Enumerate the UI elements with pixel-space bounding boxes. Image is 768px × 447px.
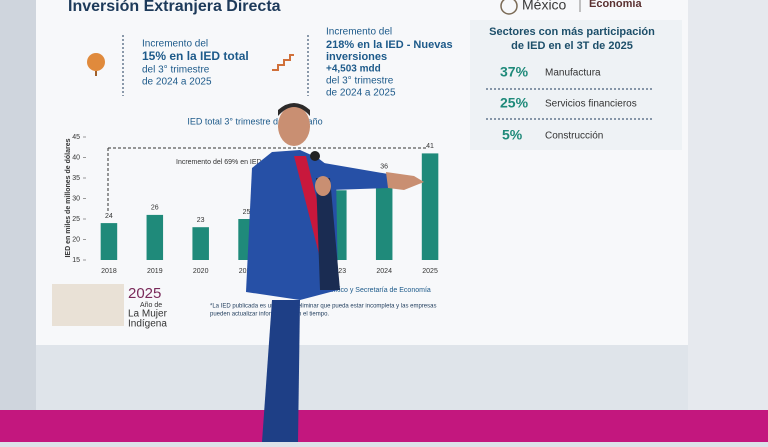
x-tick-label: 2020 (193, 268, 209, 275)
speaker-left-hand (315, 176, 331, 196)
title: Inversión Extranjera Directa (68, 0, 281, 15)
stat-text: Incremento del (142, 39, 208, 50)
stat-text: Incremento del (326, 27, 392, 38)
speaker-hand (386, 172, 424, 190)
stat-highlight: 15% en la IED total (142, 49, 249, 63)
y-tick-label: 35 (72, 175, 80, 182)
y-tick-label: 40 (72, 154, 80, 161)
bar (192, 227, 209, 260)
data-label: 36 (380, 164, 388, 171)
stat-text: del 3° trimestre (142, 65, 210, 76)
sector-share: 37% (500, 64, 529, 80)
bar (146, 214, 164, 260)
stat-highlight: +4,503 mdd (326, 64, 381, 75)
sector-title: de IED en el 3T de 2025 (511, 40, 633, 52)
badge-text: La Mujer (128, 309, 168, 320)
y-tick-label: 15 (72, 257, 80, 264)
microphone (310, 151, 320, 161)
wall-left (0, 0, 36, 410)
speaker-hair (278, 103, 310, 116)
x-tick-label: 2024 (376, 268, 392, 275)
speaker-jacket (246, 150, 338, 300)
logo-seal (500, 0, 518, 15)
logo-text: Economía (589, 0, 642, 10)
bar (100, 223, 118, 260)
stat-text: de 2024 a 2025 (326, 88, 396, 99)
data-label: 23 (197, 217, 205, 224)
annotation: Incremento del 69% en IED de 2018 a 2025 (176, 159, 312, 166)
source: Banxico y Secretaría de Economía (323, 287, 431, 294)
footnote: pueden actualizar información con el tie… (210, 312, 329, 318)
sector-share: 5% (502, 127, 523, 143)
speaker-legs (262, 300, 300, 442)
globe-icon (87, 53, 105, 71)
bar (375, 173, 393, 260)
y-tick-label: 45 (72, 134, 80, 141)
stairs-icon (272, 54, 294, 71)
speaker (246, 103, 424, 442)
speaker-jacket-shadow (316, 178, 340, 290)
wall-right (688, 0, 768, 410)
chart: IED total 3° trimestre de cada año IED e… (65, 116, 439, 275)
x-tick-label: 2025 (422, 268, 438, 275)
badge-year: 2025 (128, 285, 161, 302)
logo-text: México (522, 0, 567, 13)
x-tick-label: 2021 (239, 268, 255, 275)
footnote: *La IED publicada es una cifra prelimina… (210, 304, 436, 310)
y-tick-label: 20 (72, 236, 80, 243)
data-label: 26 (151, 205, 159, 212)
sector-share: 25% (500, 95, 529, 111)
x-tick-label: 2019 (147, 268, 163, 275)
speaker-head (278, 106, 310, 146)
sector-panel (470, 20, 682, 150)
sector-name: Servicios financieros (545, 99, 637, 110)
bar (421, 153, 439, 260)
sector-name: Manufactura (545, 68, 601, 79)
data-label: 25 (243, 209, 251, 216)
chart-title: IED total 3° trimestre de cada año (187, 116, 322, 126)
badge-text: Año de (140, 302, 162, 309)
data-label: 24 (105, 213, 113, 220)
sector-name: Construcción (545, 131, 603, 142)
stat-text: del 3° trimestre (326, 76, 394, 87)
sector-title: Sectores con más participación (489, 26, 655, 38)
data-label: 41 (426, 143, 434, 150)
badge-text: Indígena (128, 319, 167, 330)
speaker-arm (318, 162, 390, 190)
y-tick-label: 30 (72, 195, 80, 202)
x-tick-label: 2018 (101, 268, 117, 275)
stat-highlight: 218% en la IED - Nuevas (326, 39, 453, 51)
stat-highlight: inversiones (326, 51, 387, 63)
y-tick-label: 25 (72, 216, 80, 223)
women-illustration (52, 284, 124, 326)
y-axis-label: IED en miles de millones de dólares (65, 138, 72, 257)
stage-strip (0, 410, 768, 442)
stat-text: de 2024 a 2025 (142, 77, 212, 88)
